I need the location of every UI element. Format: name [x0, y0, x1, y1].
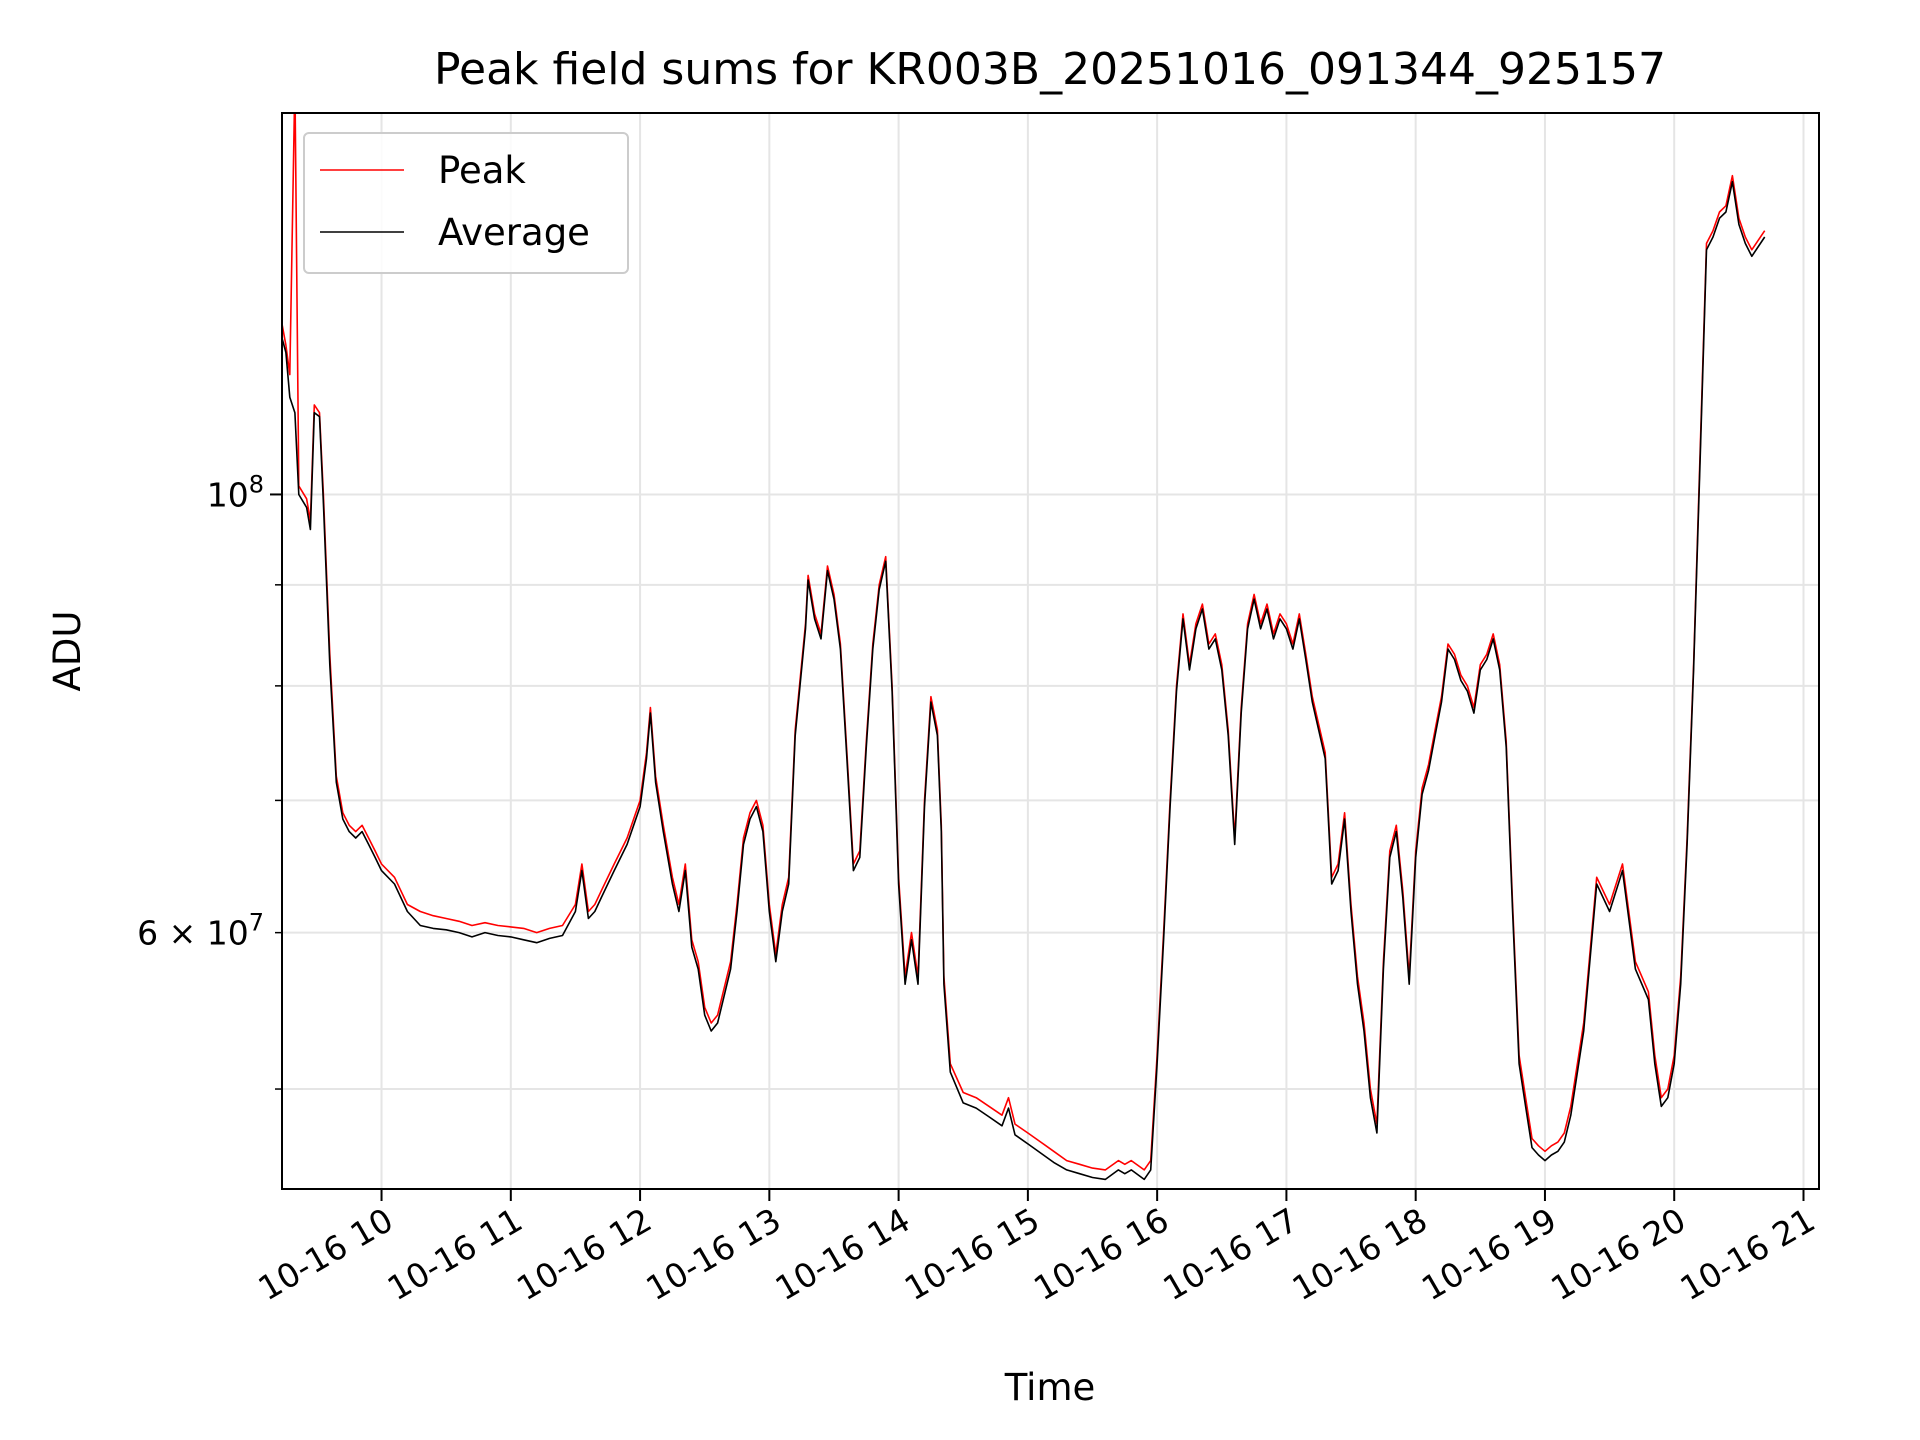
legend-peak-label: Peak	[438, 149, 526, 192]
series-line-average	[282, 180, 1766, 1181]
grid	[282, 113, 1819, 1189]
y-axis-label: ADU	[46, 611, 89, 692]
chart-title: Peak field sums for KR003B_20251016_0913…	[434, 44, 1666, 95]
series-group	[282, 113, 1766, 1181]
y-axis: 6 × 107 108	[137, 470, 282, 1090]
legend-box	[303, 132, 629, 274]
x-axis-label: Time	[1004, 1366, 1096, 1409]
legend: Peak Average	[303, 132, 629, 274]
legend-average-label: Average	[438, 211, 590, 254]
y-tick-label: 108	[207, 470, 264, 514]
y-tick-label: 6 × 107	[137, 909, 264, 953]
plot-frame	[281, 112, 1820, 1190]
